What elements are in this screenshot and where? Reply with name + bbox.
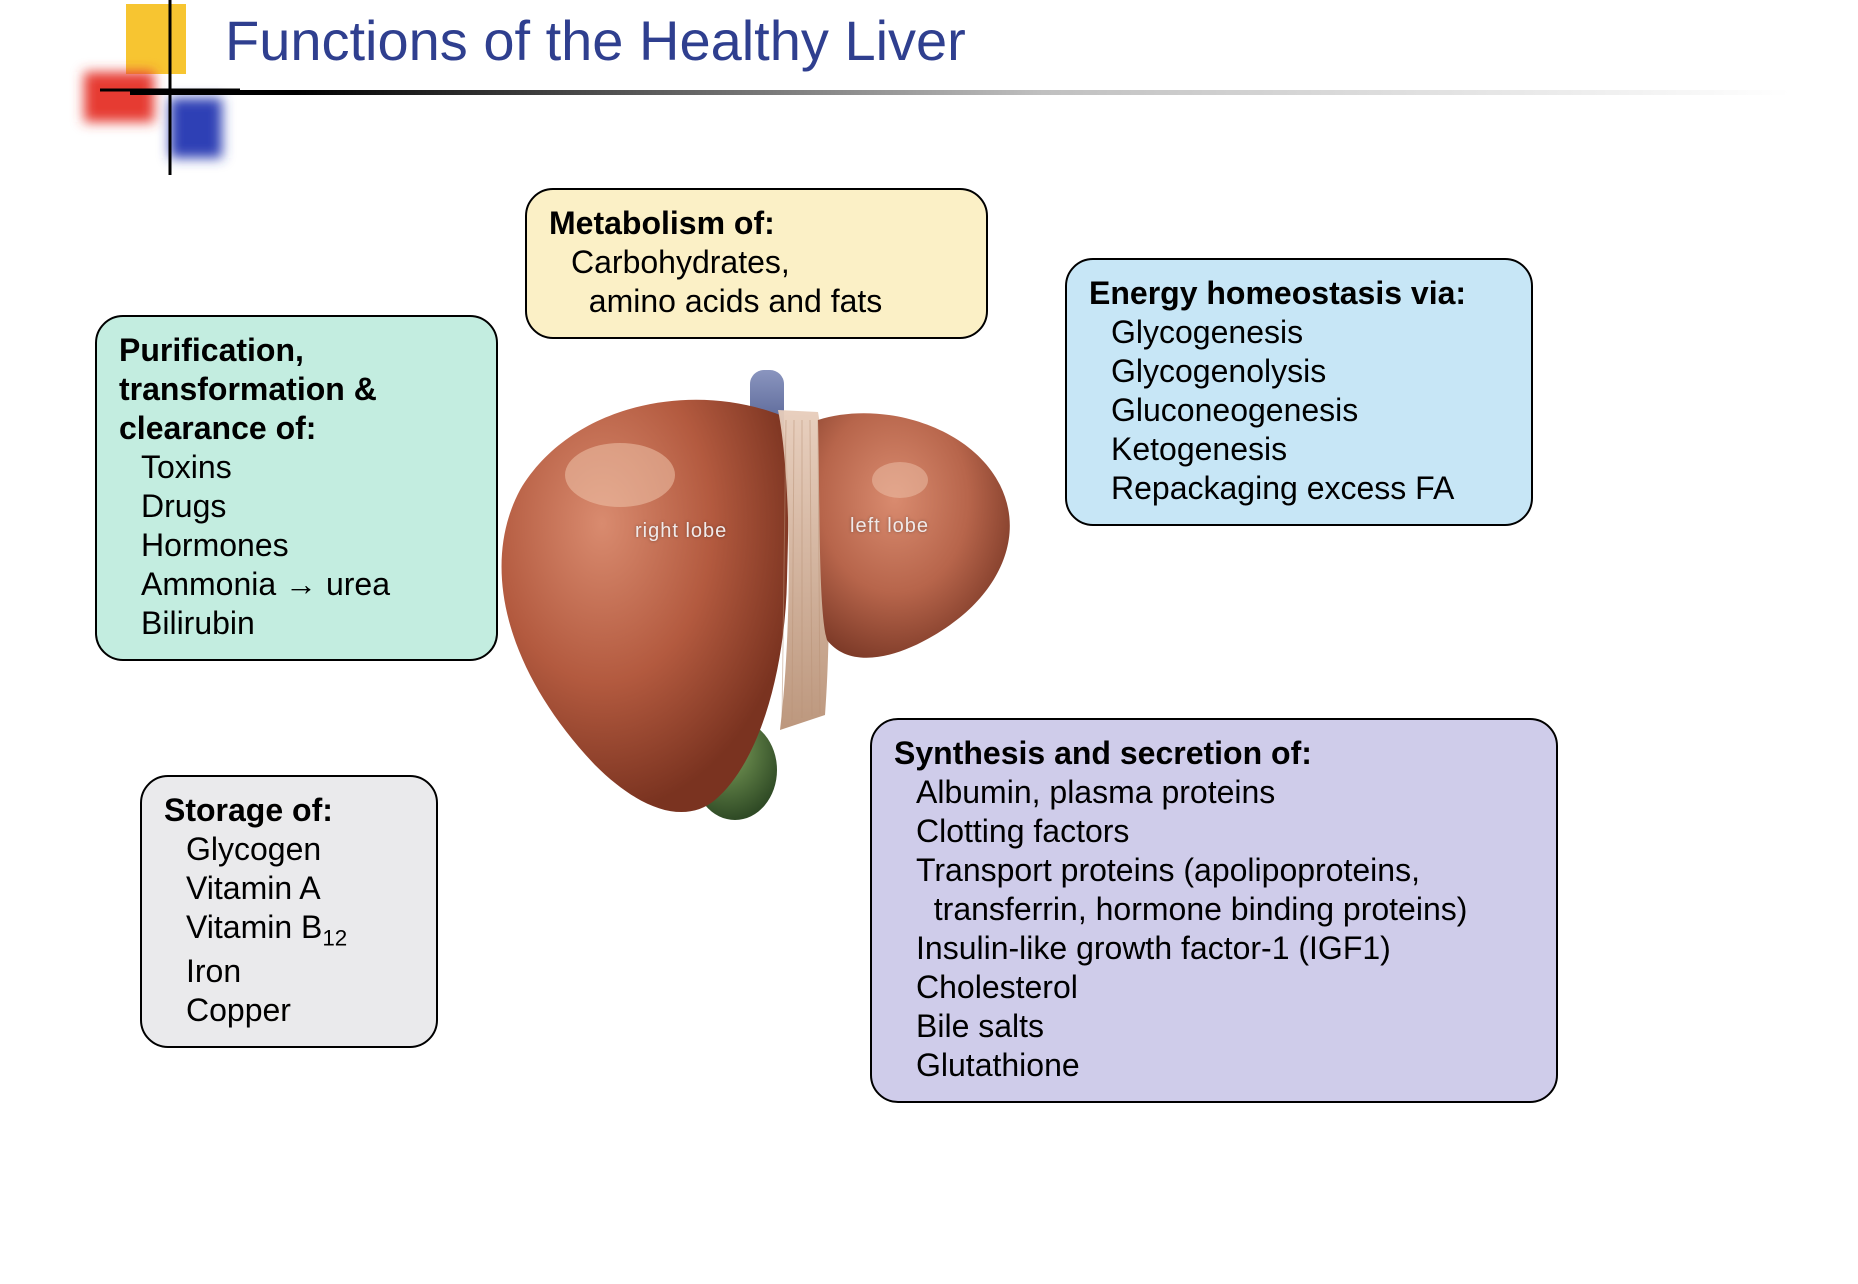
box-storage-heading: Storage of: bbox=[164, 791, 414, 830]
box-synthesis: Synthesis and secretion of: Albumin, pla… bbox=[870, 718, 1558, 1103]
item: Clotting factors bbox=[894, 812, 1534, 851]
item: Vitamin B12 bbox=[164, 908, 414, 952]
left-lobe-label: left lobe bbox=[850, 515, 929, 538]
logo-mark bbox=[40, 0, 240, 200]
item: Copper bbox=[164, 991, 414, 1030]
item: Drugs bbox=[119, 487, 474, 526]
item: Toxins bbox=[119, 448, 474, 487]
item: Glutathione bbox=[894, 1046, 1534, 1085]
item: Carbohydrates, bbox=[549, 243, 964, 282]
item: Bilirubin bbox=[119, 604, 474, 643]
item: Vitamin A bbox=[164, 869, 414, 908]
item: amino acids and fats bbox=[549, 282, 964, 321]
box-energy-heading: Energy homeostasis via: bbox=[1089, 274, 1509, 313]
box-metabolism-heading: Metabolism of: bbox=[549, 204, 964, 243]
title-underline bbox=[130, 90, 1790, 95]
item: Glycogen bbox=[164, 830, 414, 869]
item: Hormones bbox=[119, 526, 474, 565]
item: transferrin, hormone binding proteins) bbox=[894, 890, 1534, 929]
item: Glycogenolysis bbox=[1089, 352, 1509, 391]
slide-title: Functions of the Healthy Liver bbox=[225, 8, 966, 73]
box-metabolism: Metabolism of: Carbohydrates, amino acid… bbox=[525, 188, 988, 339]
box-energy: Energy homeostasis via: Glycogenesis Gly… bbox=[1065, 258, 1533, 526]
item: Repackaging excess FA bbox=[1089, 469, 1509, 508]
item: Ammonia → urea bbox=[119, 565, 474, 604]
item: Glycogenesis bbox=[1089, 313, 1509, 352]
right-lobe-label: right lobe bbox=[635, 520, 727, 543]
item: Gluconeogenesis bbox=[1089, 391, 1509, 430]
box-purification-heading: Purification, transformation & clearance… bbox=[119, 331, 474, 448]
box-purification: Purification, transformation & clearance… bbox=[95, 315, 498, 661]
slide: Functions of the Healthy Liver bbox=[0, 0, 1858, 1284]
item: Albumin, plasma proteins bbox=[894, 773, 1534, 812]
box-storage: Storage of: Glycogen Vitamin A Vitamin B… bbox=[140, 775, 438, 1048]
item: Transport proteins (apolipoproteins, bbox=[894, 851, 1534, 890]
item: Cholesterol bbox=[894, 968, 1534, 1007]
item: Bile salts bbox=[894, 1007, 1534, 1046]
box-synthesis-heading: Synthesis and secretion of: bbox=[894, 734, 1534, 773]
item: Iron bbox=[164, 952, 414, 991]
item: Ketogenesis bbox=[1089, 430, 1509, 469]
item: Insulin-like growth factor-1 (IGF1) bbox=[894, 929, 1534, 968]
